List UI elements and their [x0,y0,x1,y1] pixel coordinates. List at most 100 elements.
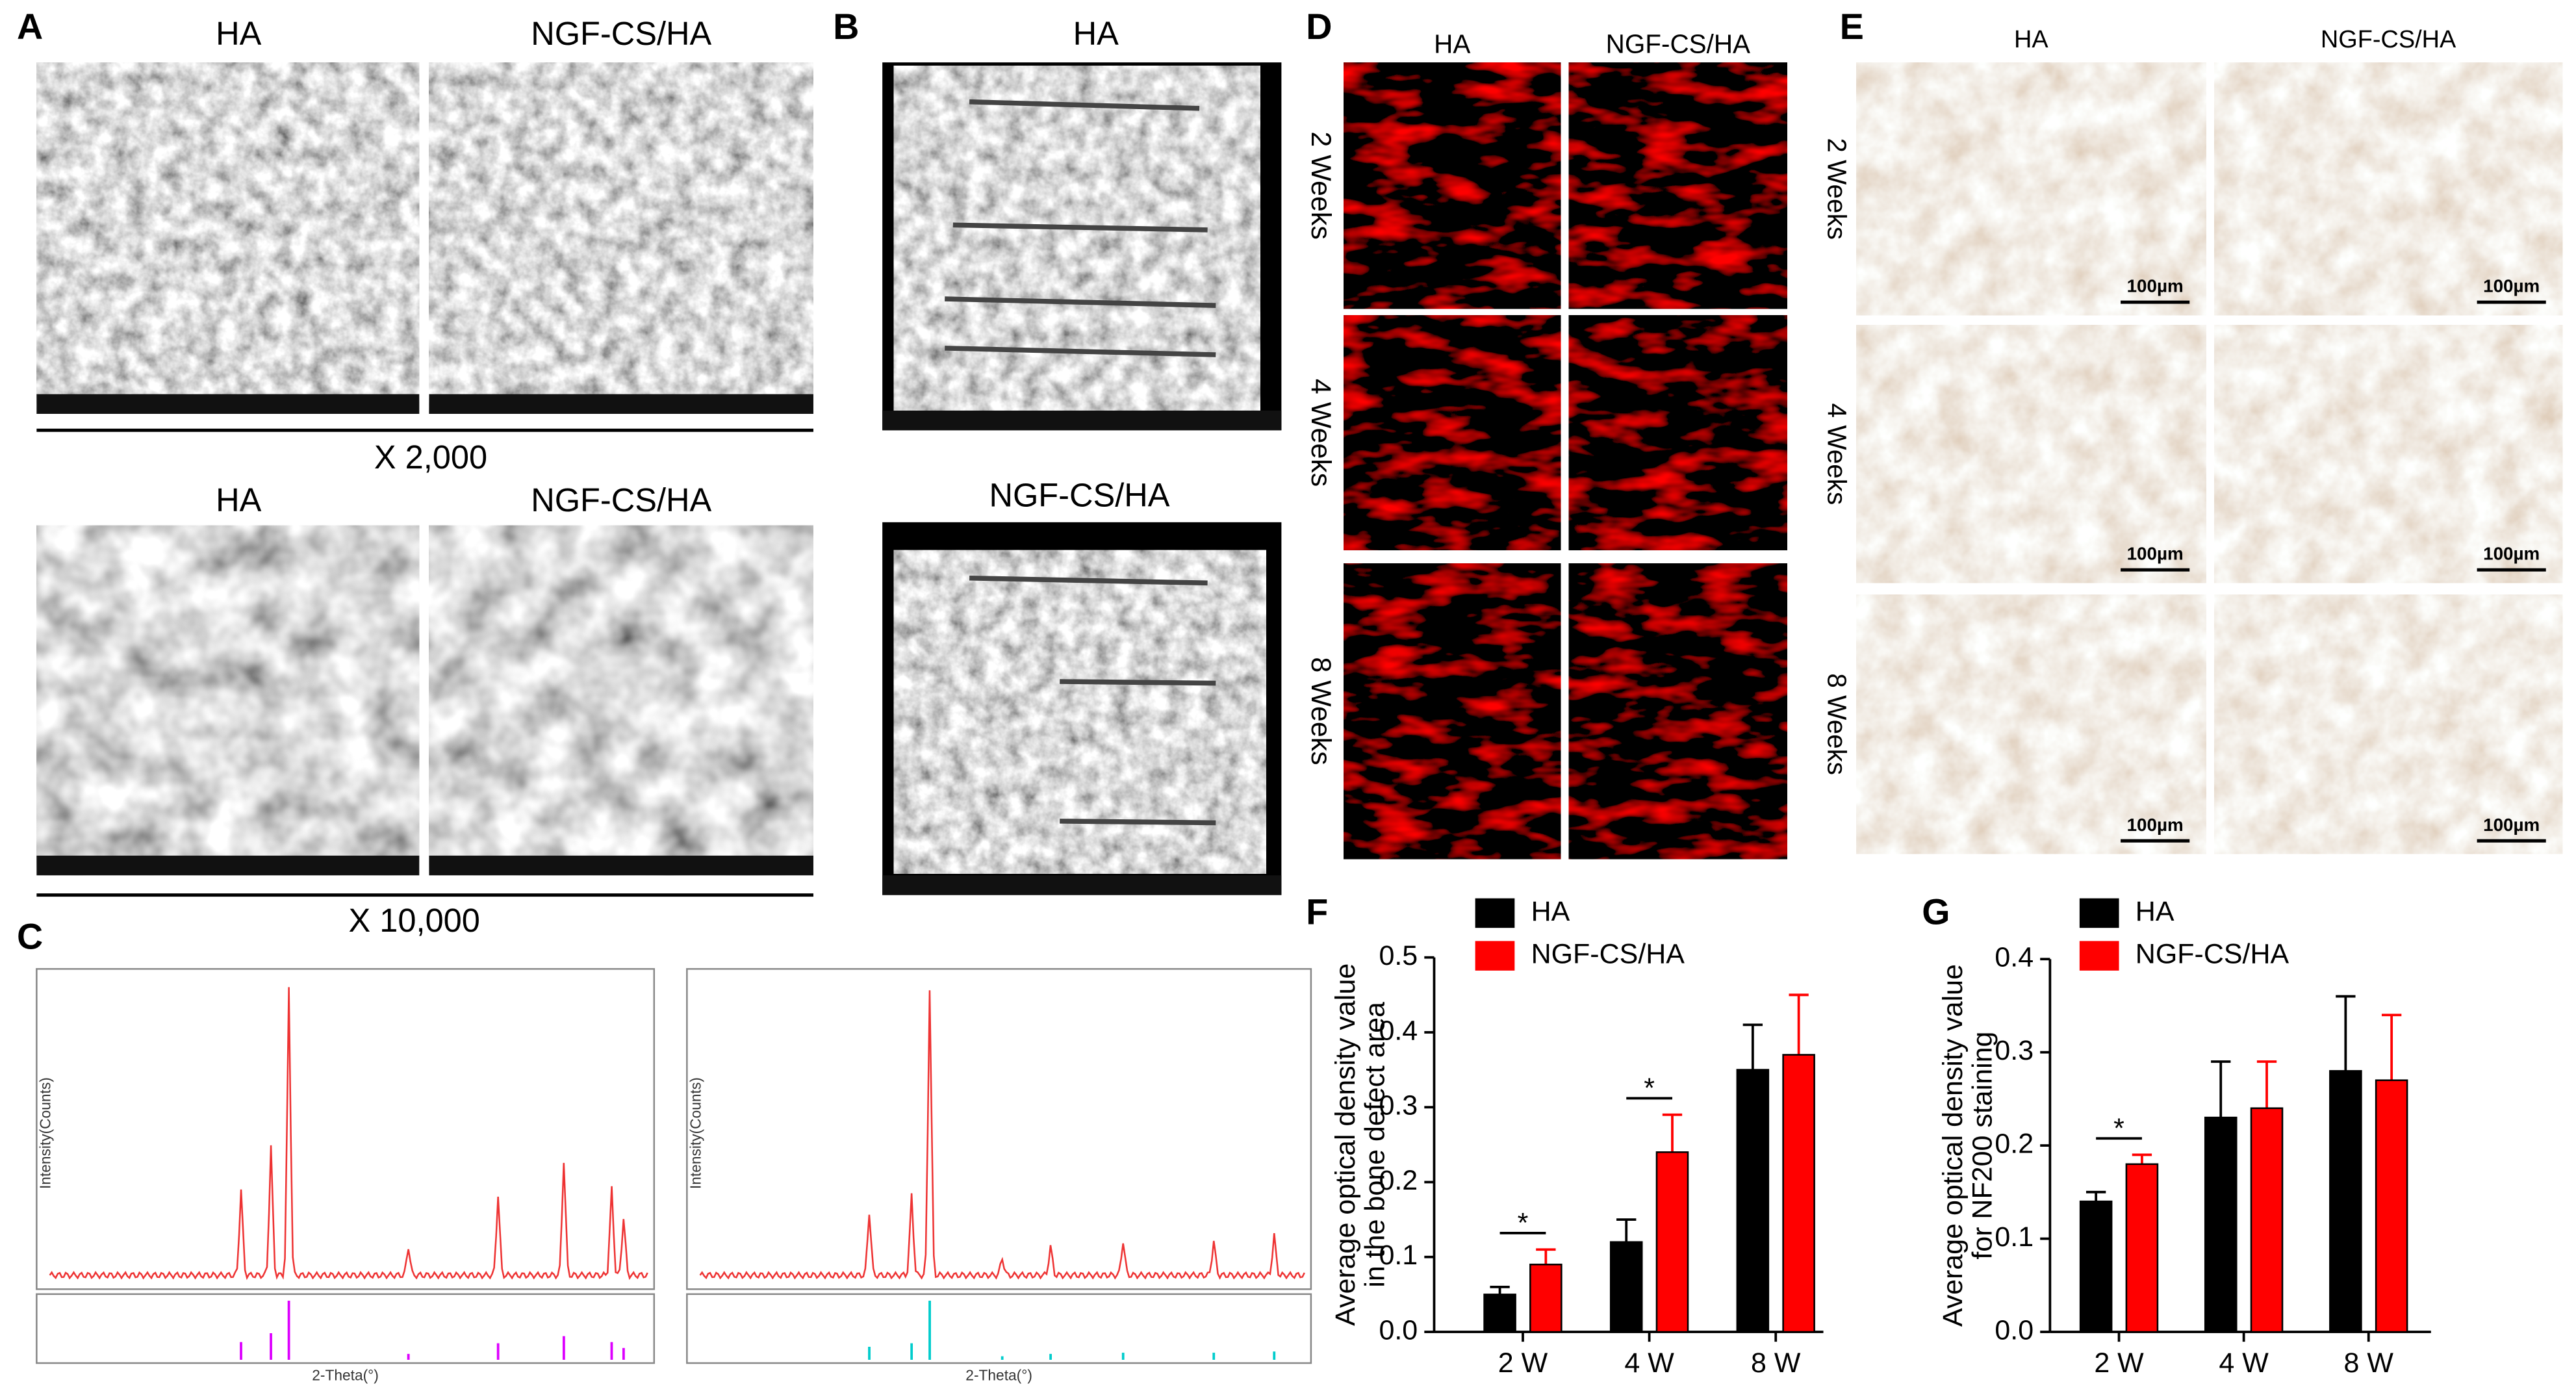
y-tick-label: 0.3 [1379,1090,1418,1121]
bar [2329,1070,2362,1333]
legend-label: HA [2136,896,2174,927]
axis-label: 2-Theta(°) [965,1366,1032,1383]
ihc-image [1856,62,2206,316]
info-bar [36,394,420,414]
bar [1609,1241,1643,1333]
y-tick-label: 0.0 [1379,1314,1418,1346]
y-axis-label: Average optical density value [1330,963,1361,1326]
bar [2375,1079,2408,1333]
decoration [969,575,1208,586]
sem-image [429,62,813,414]
row-title: 4 Weeks [1822,403,1852,505]
legend-swatch [2079,898,2119,928]
bar [1529,1263,1562,1333]
bar [1782,1054,1815,1333]
fluorescence-grid: HA NGF-CS/HA 2 Weeks 4 Weeks 8 Weeks [1305,29,1787,860]
scale-label: 100µm [2483,544,2540,564]
image-title: HA [216,481,262,518]
bar [2125,1163,2159,1333]
panel-label: C [17,917,43,957]
legend-swatch [1475,898,1515,928]
y-tick-label: 0.5 [1379,940,1418,971]
sem-image [429,525,813,876]
y-axis-label: for NF200 staining [1967,1032,1998,1260]
plot-frame [36,1293,656,1364]
fluorescence-image [1344,563,1561,860]
charts: F 0.0 0.1 0.2 0.3 0.4 0.5 Average optical densi… [1306,892,2431,1379]
scale-label: 100µm [2127,276,2184,296]
image-title: HA [216,15,262,52]
bar [2079,1200,2113,1333]
axis-label: 2-Theta(°) [312,1366,379,1383]
legend-label: NGF-CS/HA [2136,938,2289,969]
y-axis-label: Average optical density value [1937,964,1969,1327]
y-tick-label: 0.0 [1995,1314,2034,1346]
y-tick-label: 0.2 [1379,1165,1418,1196]
significance-mark: * [1518,1208,1529,1239]
x-tick-label: 2 W [1498,1347,1548,1379]
bar [1483,1294,1516,1333]
bar [1655,1151,1689,1333]
significance-mark: * [2113,1113,2124,1144]
y-tick-label: 0.4 [1379,1015,1418,1046]
magnification: X 2,000 [374,439,487,476]
axis-label: Intensity(Counts) [687,1077,704,1189]
panel-label: A [17,6,43,47]
image-title: NGF-CS/HA [531,15,711,52]
plot-frame [36,968,656,1290]
sem-image [36,62,420,414]
info-bar [882,410,1282,431]
y-tick-label: 0.1 [1995,1221,2034,1253]
legend-swatch [1475,941,1515,971]
y-tick-label: 0.4 [1995,942,2034,973]
plot-frame [686,1293,1312,1364]
column-title: HA [2014,26,2048,53]
scale-label: 100µm [2127,815,2184,835]
fluorescence-image [1568,315,1787,550]
fluorescence-image [1568,62,1787,309]
bar [2204,1116,2238,1333]
row-title: 2 Weeks [1822,138,1852,240]
fluorescence-image [1344,315,1561,550]
panel-label: B [833,6,859,47]
legend-label: NGF-CS/HA [1531,938,1685,969]
scale-label: 100µm [2483,276,2540,296]
grooves [945,99,1216,357]
x-tick-label: 4 W [2219,1347,2269,1379]
decoration [952,222,1208,233]
decoration [969,99,1200,111]
legend-label: HA [1531,896,1570,927]
xrd-trace [699,990,1305,1280]
x-tick-label: 8 W [2344,1347,2394,1379]
panel-label: G [1922,892,1950,932]
scale-label: 100µm [2483,815,2540,835]
info-bar [429,394,813,414]
decoration [1060,679,1216,686]
x-tick-label: 2 W [2094,1347,2144,1379]
xrd-trace [49,987,648,1281]
axis-label: Intensity(Counts) [37,1077,54,1189]
ihc-image [2214,325,2563,583]
panel-label: E [1840,6,1864,47]
y-tick-label: 0.1 [1379,1240,1418,1271]
row-title: 8 Weeks [1822,673,1852,775]
info-bar [36,855,420,876]
sem-specimen [893,66,1260,411]
x-tick-label: 4 W [1624,1347,1674,1379]
sem-specimen [893,550,1266,874]
info-bar [429,855,813,876]
magnification: X 10,000 [349,902,480,939]
xrd-plots: 2-Theta(°) Intensity(Counts) 2-Theta(°) Int… [36,968,1312,1383]
legend-swatch [2079,941,2119,971]
panel-label: D [1306,6,1332,47]
significance-mark: * [1644,1073,1655,1104]
grooves [969,575,1216,826]
image-title: HA [1073,15,1119,52]
ihc-image [2214,594,2563,854]
bar [1736,1069,1770,1333]
decoration [945,346,1216,357]
column-title: HA [1434,29,1470,58]
decoration [945,296,1216,308]
